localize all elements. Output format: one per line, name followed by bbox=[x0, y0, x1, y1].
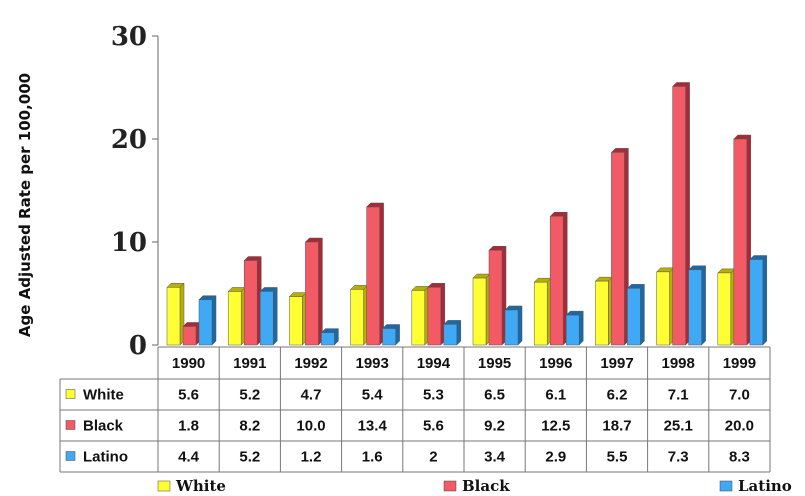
table-cell: 5.3 bbox=[423, 387, 444, 404]
legend-item-white: White bbox=[157, 477, 226, 495]
table-cell: 4.7 bbox=[301, 387, 322, 404]
x-tick-label: 1992 bbox=[294, 355, 327, 372]
bar-white-1997 bbox=[594, 276, 614, 346]
legend-swatch bbox=[719, 480, 733, 492]
table-cell: 5.4 bbox=[362, 387, 384, 404]
x-tick-label: 1996 bbox=[539, 355, 572, 372]
x-tick-label: 1994 bbox=[417, 355, 451, 372]
y-axis: 0 10 20 30 bbox=[111, 22, 159, 361]
x-tick-label: 1999 bbox=[723, 355, 756, 372]
bar-latino-1996 bbox=[565, 310, 584, 346]
x-tick-label: 1997 bbox=[600, 355, 633, 372]
bar-white-1993 bbox=[349, 284, 369, 346]
table-cell: 7.0 bbox=[729, 387, 750, 404]
bar-white-1994 bbox=[411, 285, 430, 346]
table-cell: 10.0 bbox=[296, 418, 325, 435]
table-row-label: Black bbox=[83, 418, 124, 435]
table-cell: 6.2 bbox=[607, 387, 628, 404]
table-cell: 18.7 bbox=[602, 418, 631, 435]
table-cell: 5.2 bbox=[239, 387, 260, 404]
x-tick-label: 1991 bbox=[233, 355, 266, 372]
table-row-label: White bbox=[83, 387, 124, 404]
bar-black-1997 bbox=[610, 147, 630, 346]
legend-label: White bbox=[175, 477, 226, 495]
bar-latino-1990 bbox=[198, 295, 217, 346]
legend-item-black: Black bbox=[443, 477, 510, 495]
legend-swatch bbox=[443, 480, 457, 492]
bar-black-1996 bbox=[549, 211, 568, 346]
y-tick-label: 30 bbox=[111, 22, 147, 52]
bar-latino-1997 bbox=[626, 283, 646, 346]
table-cell: 8.2 bbox=[239, 418, 260, 435]
table-cell: 3.4 bbox=[484, 449, 506, 466]
bar-black-1995 bbox=[488, 245, 507, 346]
y-tick-label: 20 bbox=[111, 125, 147, 155]
bar-black-1992 bbox=[304, 237, 324, 346]
legend-item-latino: Latino bbox=[719, 477, 792, 495]
bar-latino-1995 bbox=[504, 305, 523, 346]
y-tick-label: 0 bbox=[129, 331, 147, 361]
table-cell: 7.3 bbox=[668, 449, 689, 466]
table-cell: 7.1 bbox=[668, 387, 689, 404]
bar-latino-1992 bbox=[320, 328, 340, 346]
x-tick-label: 1990 bbox=[172, 355, 205, 372]
table-row-swatch bbox=[65, 389, 76, 399]
table-cell: 8.3 bbox=[729, 449, 750, 466]
bar-black-1998 bbox=[671, 81, 691, 346]
table-cell: 2.9 bbox=[545, 449, 566, 466]
bar-white-1992 bbox=[288, 291, 308, 346]
legend-swatch bbox=[157, 480, 171, 492]
legend-label: Black bbox=[462, 477, 510, 495]
legend: White Black Latino bbox=[157, 477, 792, 495]
bar-black-1991 bbox=[243, 255, 262, 346]
table-cell: 1.6 bbox=[362, 449, 383, 466]
table-cell: 5.6 bbox=[423, 418, 444, 435]
table-cell: 1.2 bbox=[301, 449, 322, 466]
bars bbox=[166, 81, 768, 346]
bar-white-1995 bbox=[472, 273, 491, 346]
table-cell: 12.5 bbox=[541, 418, 570, 435]
table-cell: 5.6 bbox=[178, 387, 199, 404]
x-tick-label: 1995 bbox=[478, 355, 511, 372]
table-cell: 4.4 bbox=[178, 449, 200, 466]
bar-latino-1999 bbox=[749, 254, 768, 346]
bar-latino-1991 bbox=[259, 286, 278, 346]
bar-white-1999 bbox=[717, 268, 736, 346]
bar-black-1999 bbox=[733, 134, 752, 346]
bar-white-1990 bbox=[166, 282, 185, 346]
table-cell: 6.1 bbox=[545, 387, 566, 404]
table-row-label: Latino bbox=[83, 449, 128, 466]
table-cell: 25.1 bbox=[664, 418, 693, 435]
table-cell: 2 bbox=[429, 449, 437, 466]
table-cell: 20.0 bbox=[725, 418, 754, 435]
legend-label: Latino bbox=[738, 477, 792, 495]
table-cell: 9.2 bbox=[484, 418, 505, 435]
bar-latino-1998 bbox=[687, 265, 707, 346]
table-cell: 6.5 bbox=[484, 387, 505, 404]
table-cell: 5.2 bbox=[239, 449, 260, 466]
x-tick-label: 1998 bbox=[662, 355, 695, 372]
table-cell: 13.4 bbox=[358, 418, 388, 435]
data-table: 1990 1991 1992 1993 1994 1995 1996 1997 1998 1999… bbox=[59, 346, 771, 473]
table-row-swatch bbox=[65, 451, 76, 461]
bar-white-1998 bbox=[655, 267, 675, 346]
bar-white-1991 bbox=[227, 286, 246, 346]
bar-latino-1994 bbox=[443, 319, 462, 346]
bar-latino-1993 bbox=[381, 323, 401, 346]
bar-black-1994 bbox=[427, 282, 446, 346]
table-row-swatch bbox=[65, 420, 76, 430]
x-tick-label: 1993 bbox=[356, 355, 389, 372]
bar-black-1990 bbox=[182, 321, 201, 346]
bar-black-1993 bbox=[365, 202, 385, 346]
table-cell: 1.8 bbox=[178, 418, 199, 435]
bar-white-1996 bbox=[533, 277, 552, 346]
table-cell: 5.5 bbox=[607, 449, 628, 466]
y-axis-label: Age Adjusted Rate per 100,000 bbox=[16, 73, 34, 337]
y-tick-label: 10 bbox=[111, 228, 147, 258]
